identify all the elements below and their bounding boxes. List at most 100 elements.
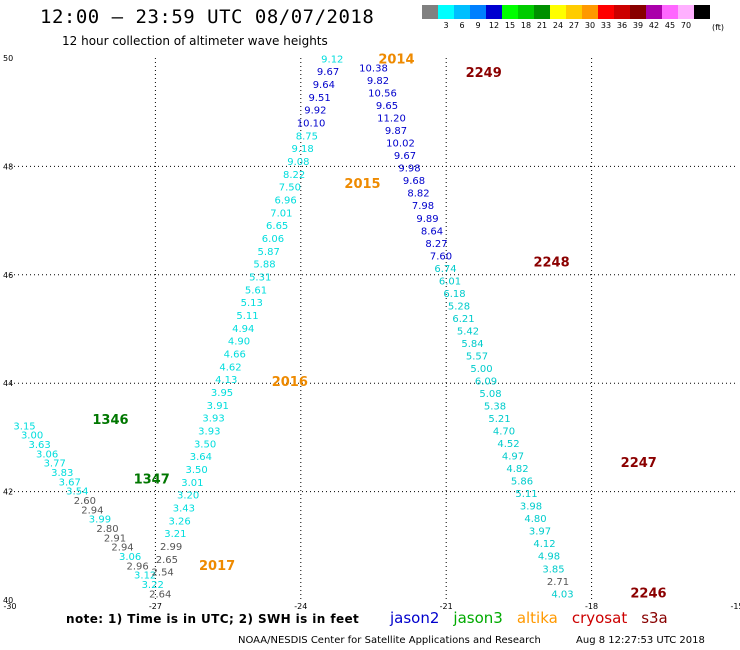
wave-height-value: 3.93: [198, 426, 220, 437]
wave-height-value: 2.65: [156, 555, 178, 566]
wave-height-value: 3.98: [520, 502, 542, 513]
wave-height-value: 11.20: [377, 114, 406, 125]
wave-height-value: 5.13: [241, 298, 263, 309]
colorbar-bin: 9: [470, 5, 486, 30]
wave-height-value: 3.99: [89, 515, 111, 526]
lat-tick-label: 50: [3, 54, 13, 63]
wave-height-value: 9.68: [403, 176, 425, 187]
colorbar-label: 45: [664, 21, 676, 30]
mission-altika: altika: [516, 609, 558, 627]
wave-height-value: 9.08: [287, 157, 309, 168]
wave-height-value: 5.28: [448, 301, 470, 312]
colorbar-swatch: [646, 5, 662, 19]
wave-height-value: 3.22: [142, 580, 164, 591]
wave-height-value: 5.87: [258, 247, 280, 258]
colorbar-label: 15: [504, 21, 516, 30]
wave-height-value: 5.08: [479, 389, 501, 400]
mission-jason2: jason2: [390, 609, 440, 627]
colorbar-label: 12: [488, 21, 500, 30]
wave-height-value: 9.67: [394, 151, 416, 162]
wave-height-value: 9.64: [313, 80, 335, 91]
footer: NOAA/NESDIS Center for Satellite Applica…: [238, 635, 705, 646]
wave-height-value: 6.21: [452, 314, 474, 325]
colorbar-swatch: [550, 5, 566, 19]
note-text: note: 1) Time is in UTC; 2) SWH is in fe…: [66, 612, 360, 626]
wave-height-value: 6.18: [443, 289, 465, 300]
wave-height-value: 3.15: [13, 421, 35, 432]
wave-height-value: 2.94: [81, 505, 103, 516]
colorbar-label: 21: [536, 21, 548, 30]
wave-height-value: 9.65: [376, 101, 398, 112]
pass-time-label: 1346: [92, 413, 128, 428]
wave-height-value: 5.84: [461, 339, 483, 350]
mission-jason3: jason3: [453, 609, 503, 627]
wave-height-value: 5.31: [249, 272, 271, 283]
wave-height-value: 2.71: [547, 577, 569, 588]
mission-legend: jason2 jason3 altika cryosat s3a: [390, 609, 668, 627]
wave-height-value: 3.67: [59, 477, 81, 488]
wave-height-value: 3.26: [169, 516, 191, 527]
colorbar-bin: 12: [486, 5, 502, 30]
wave-height-value: 8.27: [425, 239, 447, 250]
wave-height-value: 5.86: [511, 477, 533, 488]
wave-height-value: 3.06: [119, 552, 141, 563]
wave-height-value: 3.91: [207, 401, 229, 412]
wave-height-value: 2.64: [149, 589, 171, 600]
wave-height-value: 8.64: [421, 226, 443, 237]
mission-s3a: s3a: [641, 609, 668, 627]
lon-tick-label: -24: [294, 602, 307, 610]
wave-height-value: 5.11: [515, 489, 537, 500]
wave-height-value: 5.11: [236, 311, 258, 322]
colorbar-label: 39: [632, 21, 644, 30]
colorbar-bin: 33: [598, 5, 614, 30]
colorbar-bin: 18: [518, 5, 534, 30]
pass-time-label: 2014: [378, 52, 414, 67]
colorbar-bin: 39: [630, 5, 646, 30]
colorbar-bin: [694, 5, 710, 21]
wave-height-value: 3.77: [44, 459, 66, 470]
wave-height-value: 10.38: [359, 64, 388, 75]
lat-tick-label: 46: [3, 271, 13, 280]
wave-height-value: 4.98: [538, 552, 560, 563]
wave-height-value: 6.06: [262, 234, 284, 245]
colorbar-swatch: [630, 5, 646, 19]
colorbar-bin: 36: [614, 5, 630, 30]
wave-height-value: 9.89: [416, 214, 438, 225]
pass-time-label: 2015: [344, 177, 380, 192]
pass-time-label: 2017: [199, 559, 235, 574]
wave-height-value: 4.82: [506, 464, 528, 475]
wave-height-value: 3.06: [36, 449, 58, 460]
colorbar-swatch: [470, 5, 486, 19]
wave-height-value: 4.66: [224, 349, 246, 360]
colorbar-swatch: [694, 5, 710, 19]
wave-height-value: 3.21: [164, 529, 186, 540]
colorbar-unit: (ft): [712, 23, 725, 32]
lat-tick-label: 44: [3, 379, 13, 388]
pass-time-label: 1347: [134, 472, 170, 487]
footer-timestamp: Aug 8 12:27:53 UTC 2018: [576, 635, 705, 646]
colorbar-label: 24: [552, 21, 564, 30]
wave-height-value: 3.01: [181, 478, 203, 489]
wave-height-value: 4.70: [493, 427, 515, 438]
mission-cryosat: cryosat: [571, 609, 628, 627]
wave-height-value: 9.87: [385, 126, 407, 137]
wave-height-value: 3.97: [529, 527, 551, 538]
wave-height-value: 8.82: [407, 189, 429, 200]
colorbar-swatch: [502, 5, 518, 19]
wave-height-value: 3.95: [211, 388, 233, 399]
wave-height-value: 3.20: [177, 491, 199, 502]
colorbar-label: 3: [443, 21, 449, 30]
lon-tick-label: -21: [440, 602, 453, 610]
footer-credit: NOAA/NESDIS Center for Satellite Applica…: [238, 635, 541, 646]
wave-height-value: 7.60: [430, 251, 452, 262]
wave-height-value: 7.98: [412, 201, 434, 212]
colorbar-swatch: [582, 5, 598, 19]
wave-height-value: 4.13: [215, 375, 237, 386]
wave-height-value: 4.94: [232, 324, 254, 335]
wave-height-value: 3.93: [202, 414, 224, 425]
wave-height-value: 9.51: [308, 93, 330, 104]
colorbar-label: 9: [475, 21, 481, 30]
colorbar-bin: 3: [438, 5, 454, 30]
wave-height-value: 2.54: [152, 568, 174, 579]
wave-height-value: 10.56: [368, 89, 397, 100]
